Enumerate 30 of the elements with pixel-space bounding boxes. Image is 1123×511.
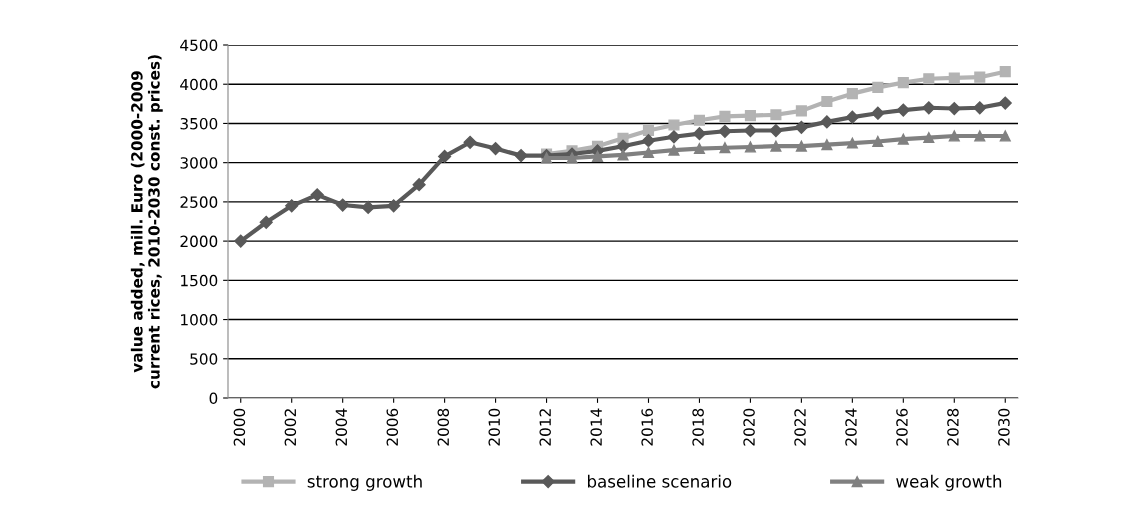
x-tick-label: 2018	[692, 408, 704, 446]
y-tick-label: 1000	[181, 314, 218, 326]
x-tick-label: 2012	[539, 409, 551, 446]
y-tick-label: 0	[209, 392, 218, 405]
x-tick-label: 2010	[488, 408, 501, 446]
y-tick-label: 500	[190, 353, 218, 365]
x-tick-label: 2024	[845, 408, 857, 446]
legend-label: baseline scenario	[587, 474, 732, 488]
y-axis-title: value added, mill. Euro (2000-2009 current rices, 2010-2030 const. prices)	[130, 55, 163, 389]
y-tick-label: 4000	[180, 78, 218, 91]
y-tick-label: 3500	[180, 117, 218, 130]
x-tick-label: 2026	[896, 408, 908, 446]
x-tick-label: 2022	[794, 409, 806, 446]
x-tick-label: 2014	[590, 408, 602, 446]
x-tick-label: 2020	[743, 408, 755, 446]
y-tick-label: 2500	[180, 196, 218, 208]
legend-label: weak growth	[896, 474, 1002, 491]
y-tick-label: 1500	[181, 274, 218, 287]
x-tick-label: 2004	[335, 408, 348, 446]
y-tick-label: 3000	[180, 157, 218, 169]
x-tick-label: 2006	[386, 408, 399, 446]
x-tick-label: 2028	[947, 408, 959, 446]
x-tick-label: 2030	[998, 408, 1010, 446]
y-tick-label: 2000	[180, 235, 218, 248]
x-tick-label: 2008	[437, 408, 450, 446]
legend-label: strong growth	[307, 474, 422, 491]
x-tick-label: 2016	[641, 408, 653, 446]
y-tick-label: 4500	[180, 39, 218, 52]
x-tick-label: 2002	[284, 409, 297, 446]
x-tick-label: 2000	[233, 408, 246, 446]
